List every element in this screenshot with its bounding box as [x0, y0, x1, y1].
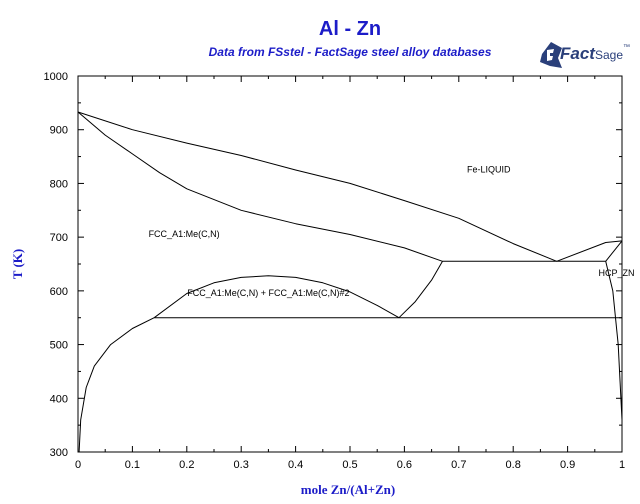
phase-label: FCC_A1:Me(C,N): [149, 229, 220, 239]
y-tick-label: 700: [50, 232, 68, 244]
x-axis-ticks: 0 0.1 0.2 0.3 0.4 0.5 0.6 0.7 0.8 0.9 1: [75, 76, 625, 471]
x-tick-label: 0.6: [397, 459, 412, 471]
chart-title: Al - Zn: [318, 18, 382, 40]
phase-boundary-line: [605, 261, 623, 420]
x-tick-label: 0.5: [342, 459, 357, 471]
phase-boundaries: [77, 111, 623, 453]
logo-text-main: Fact: [560, 44, 595, 63]
x-axis-label: mole Zn/(Al+Zn): [301, 482, 395, 497]
chart-subtitle: Data from FSstel - FactSage steel alloy …: [208, 45, 492, 59]
phase-label: Fe-LIQUID: [467, 165, 511, 175]
y-axis-ticks: 300 400 500 600 700 800 900 1000: [44, 71, 622, 459]
phase-boundary-line: [605, 240, 623, 262]
phase-boundary-line: [77, 111, 443, 262]
y-tick-label: 500: [50, 340, 68, 352]
phase-label: FCC_A1:Me(C,N) + FCC_A1:Me(C,N)#2: [187, 288, 349, 298]
y-tick-label: 800: [50, 178, 68, 190]
factsage-logo-icon: [540, 42, 562, 68]
x-tick-label: 0: [75, 459, 81, 471]
phase-boundary-line: [78, 317, 155, 453]
phase-boundary-line: [556, 240, 623, 262]
x-tick-label: 0.7: [451, 459, 466, 471]
factsage-logo-text: FactSage™: [560, 44, 630, 64]
phase-boundary-line: [398, 261, 443, 319]
logo-trademark: ™: [623, 44, 630, 51]
x-tick-label: 1: [619, 459, 625, 471]
y-tick-label: 300: [50, 447, 68, 459]
x-tick-label: 0.1: [125, 459, 140, 471]
phase-boundary-line: [77, 111, 557, 262]
factsage-logo: FactSage™: [538, 38, 630, 72]
x-tick-label: 0.4: [288, 459, 303, 471]
plot-frame: [77, 75, 623, 453]
logo-text-suffix: Sage: [594, 48, 623, 62]
y-axis-label: T (K): [10, 249, 25, 279]
y-tick-label: 1000: [44, 71, 68, 83]
x-tick-label: 0.9: [560, 459, 575, 471]
x-tick-label: 0.8: [506, 459, 521, 471]
x-tick-label: 0.2: [179, 459, 194, 471]
phase-label: HCP_ZN: [599, 268, 635, 278]
phase-boundary-line: [153, 275, 400, 319]
y-tick-label: 900: [50, 125, 68, 137]
phase-labels: Fe-LIQUID FCC_A1:Me(C,N) FCC_A1:Me(C,N) + …: [149, 165, 635, 299]
x-tick-label: 0.3: [234, 459, 249, 471]
y-tick-label: 400: [50, 393, 68, 405]
y-tick-label: 600: [50, 286, 68, 298]
